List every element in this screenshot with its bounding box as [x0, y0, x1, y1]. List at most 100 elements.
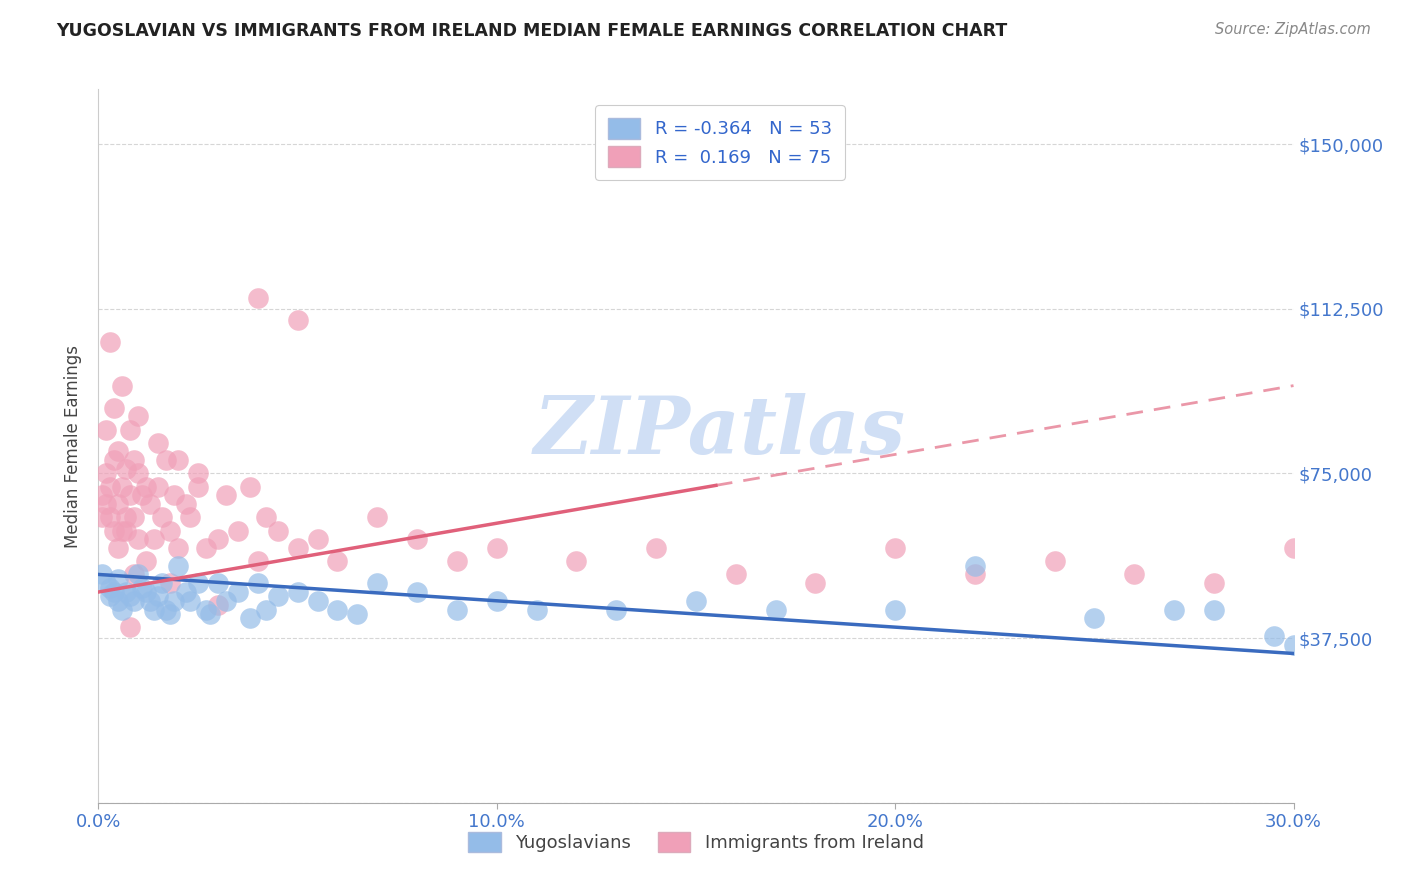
Point	[195, 541, 218, 555]
Point	[139, 594, 162, 608]
Point	[115, 524, 138, 538]
Point	[1163, 602, 1185, 616]
Point	[143, 602, 166, 616]
Point	[366, 510, 388, 524]
Point	[103, 524, 125, 538]
Point	[107, 572, 129, 586]
Point	[884, 602, 907, 616]
Point	[98, 590, 122, 604]
Point	[131, 488, 153, 502]
Point	[91, 510, 114, 524]
Point	[107, 594, 129, 608]
Point	[884, 541, 907, 555]
Point	[963, 567, 986, 582]
Point	[159, 576, 181, 591]
Point	[226, 585, 249, 599]
Point	[207, 533, 229, 547]
Point	[526, 602, 548, 616]
Point	[96, 576, 118, 591]
Point	[135, 480, 157, 494]
Point	[685, 594, 707, 608]
Text: Source: ZipAtlas.com: Source: ZipAtlas.com	[1215, 22, 1371, 37]
Point	[195, 602, 218, 616]
Point	[179, 510, 201, 524]
Point	[98, 510, 122, 524]
Point	[159, 607, 181, 621]
Point	[187, 576, 209, 591]
Point	[226, 524, 249, 538]
Point	[148, 480, 170, 494]
Point	[135, 585, 157, 599]
Point	[124, 510, 146, 524]
Point	[198, 607, 221, 621]
Point	[287, 585, 309, 599]
Point	[159, 524, 181, 538]
Point	[724, 567, 747, 582]
Point	[120, 423, 142, 437]
Point	[1083, 611, 1105, 625]
Point	[98, 334, 122, 349]
Point	[107, 444, 129, 458]
Point	[167, 541, 190, 555]
Point	[150, 510, 173, 524]
Point	[150, 576, 173, 591]
Point	[645, 541, 668, 555]
Point	[91, 488, 114, 502]
Point	[179, 594, 201, 608]
Point	[107, 497, 129, 511]
Point	[1202, 576, 1225, 591]
Point	[120, 620, 142, 634]
Point	[148, 435, 170, 450]
Point	[565, 554, 588, 568]
Point	[406, 533, 429, 547]
Point	[346, 607, 368, 621]
Point	[127, 533, 149, 547]
Point	[267, 590, 290, 604]
Point	[96, 497, 118, 511]
Point	[98, 581, 122, 595]
Point	[267, 524, 290, 538]
Point	[254, 602, 277, 616]
Point	[91, 567, 114, 582]
Point	[1263, 629, 1285, 643]
Point	[131, 581, 153, 595]
Point	[124, 594, 146, 608]
Point	[307, 533, 329, 547]
Point	[239, 611, 262, 625]
Point	[120, 488, 142, 502]
Point	[446, 602, 468, 616]
Point	[103, 453, 125, 467]
Point	[96, 467, 118, 481]
Point	[1282, 541, 1305, 555]
Point	[287, 312, 309, 326]
Point	[326, 602, 349, 616]
Point	[111, 480, 134, 494]
Point	[485, 594, 508, 608]
Point	[963, 558, 986, 573]
Point	[115, 462, 138, 476]
Point	[111, 378, 134, 392]
Point	[111, 524, 134, 538]
Point	[115, 585, 138, 599]
Point	[246, 291, 269, 305]
Text: ZIPatlas: ZIPatlas	[534, 393, 905, 470]
Point	[187, 467, 209, 481]
Point	[1202, 602, 1225, 616]
Point	[246, 554, 269, 568]
Point	[124, 453, 146, 467]
Point	[174, 585, 197, 599]
Point	[326, 554, 349, 568]
Point	[605, 602, 627, 616]
Point	[103, 401, 125, 415]
Point	[485, 541, 508, 555]
Point	[215, 488, 238, 502]
Point	[765, 602, 787, 616]
Legend: Yugoslavians, Immigrants from Ireland: Yugoslavians, Immigrants from Ireland	[456, 819, 936, 865]
Point	[124, 567, 146, 582]
Point	[143, 533, 166, 547]
Point	[307, 594, 329, 608]
Point	[163, 594, 186, 608]
Y-axis label: Median Female Earnings: Median Female Earnings	[65, 344, 83, 548]
Point	[446, 554, 468, 568]
Point	[163, 488, 186, 502]
